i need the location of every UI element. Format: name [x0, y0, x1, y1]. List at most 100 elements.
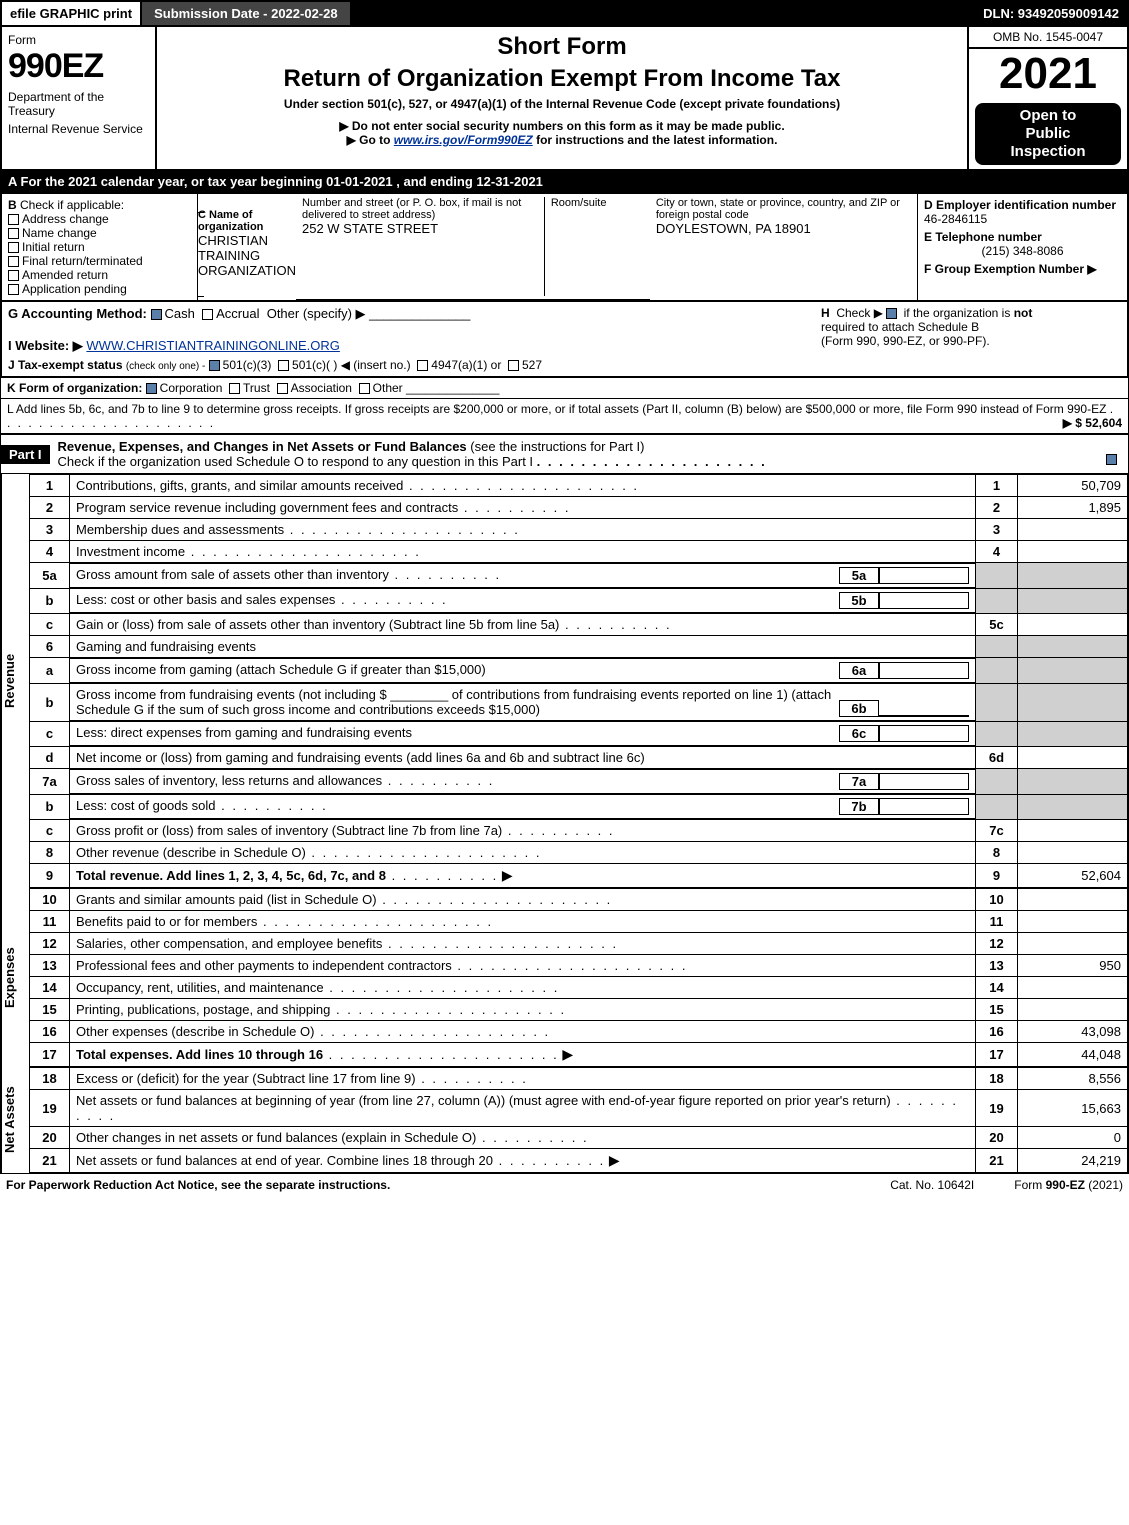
page-footer: For Paperwork Reduction Act Notice, see …: [0, 1173, 1129, 1196]
chk-amended-return[interactable]: [8, 270, 19, 281]
J-501c3: 501(c)(3): [223, 358, 272, 372]
footer-pra: For Paperwork Reduction Act Notice, see …: [6, 1178, 390, 1192]
part-1-header: Part I Revenue, Expenses, and Changes in…: [0, 434, 1129, 474]
part1-label: Part I: [1, 445, 50, 464]
chk-association[interactable]: [277, 383, 288, 394]
chk-cash[interactable]: [151, 309, 162, 320]
top-bar: efile GRAPHIC print Submission Date - 20…: [0, 0, 1129, 27]
efile-label: efile GRAPHIC print: [0, 0, 142, 27]
line-amt: 50,709: [1018, 475, 1128, 497]
org-street: 252 W STATE STREET: [302, 221, 544, 236]
form-id-block: Form 990EZ Department of the Treasury In…: [2, 27, 157, 169]
line-no: 1: [30, 475, 70, 497]
table-row: 7aGross sales of inventory, less returns…: [30, 769, 1128, 795]
G-cash: Cash: [165, 306, 195, 321]
C-city-label: City or town, state or province, country…: [656, 197, 911, 221]
table-row: 14Occupancy, rent, utilities, and mainte…: [30, 977, 1128, 999]
table-row: 1Contributions, gifts, grants, and simil…: [30, 475, 1128, 497]
dept-treasury: Department of the Treasury: [8, 90, 149, 118]
table-row: 16Other expenses (describe in Schedule O…: [30, 1021, 1128, 1043]
title-short: Short Form: [167, 33, 957, 61]
K-corp: Corporation: [160, 381, 223, 395]
table-row: 8Other revenue (describe in Schedule O)8: [30, 842, 1128, 864]
table-row: 15Printing, publications, postage, and s…: [30, 999, 1128, 1021]
chk-501c3[interactable]: [209, 360, 220, 371]
table-row: 21Net assets or fund balances at end of …: [30, 1149, 1128, 1173]
title-under: Under section 501(c), 527, or 4947(a)(1)…: [167, 97, 957, 111]
H-text4: (Form 990, 990-EZ, or 990-PF).: [821, 334, 990, 348]
footer-cat: Cat. No. 10642I: [890, 1178, 974, 1192]
tax-year: 2021: [969, 49, 1127, 99]
section-H: H Check ▶ if the organization is not req…: [811, 306, 1121, 372]
chk-application-pending[interactable]: [8, 284, 19, 295]
table-row: 13Professional fees and other payments t…: [30, 955, 1128, 977]
dept-irs: Internal Revenue Service: [8, 122, 149, 136]
H-text1: Check ▶: [836, 306, 883, 320]
chk-527[interactable]: [508, 360, 519, 371]
website-link[interactable]: WWW.CHRISTIANTRAININGONLINE.ORG: [86, 338, 340, 353]
chk-initial-return[interactable]: [8, 242, 19, 253]
org-name: CHRISTIAN TRAINING ORGANIZATION: [198, 233, 296, 278]
table-row: 4Investment income4: [30, 541, 1128, 563]
chk-schedO-part1[interactable]: [1106, 454, 1117, 465]
chk-4947[interactable]: [417, 360, 428, 371]
form-label: Form: [8, 33, 149, 47]
form-right-block: OMB No. 1545-0047 2021 Open to Public In…: [967, 27, 1127, 169]
chk-trust[interactable]: [229, 383, 240, 394]
table-row: bGross income from fundraising events (n…: [30, 683, 1128, 721]
B-amended: Amended return: [22, 268, 108, 282]
B-name: Name change: [22, 226, 97, 240]
chk-name-change[interactable]: [8, 228, 19, 239]
K-assoc: Association: [291, 381, 352, 395]
G-accrual: Accrual: [216, 306, 259, 321]
open3: Inspection: [975, 143, 1121, 161]
B-apppend: Application pending: [22, 282, 127, 296]
table-row: 19Net assets or fund balances at beginni…: [30, 1090, 1128, 1127]
table-row: dNet income or (loss) from gaming and fu…: [30, 747, 1128, 769]
netassets-table: 18Excess or (deficit) for the year (Subt…: [29, 1067, 1128, 1173]
chk-schedB-not-required[interactable]: [886, 308, 897, 319]
J-501c: 501(c)( ) ◀ (insert no.): [292, 358, 411, 372]
table-row: cGross profit or (loss) from sales of in…: [30, 820, 1128, 842]
goto-link[interactable]: www.irs.gov/Form990EZ: [394, 133, 533, 147]
table-row: 18Excess or (deficit) for the year (Subt…: [30, 1068, 1128, 1090]
section-B: B Check if applicable: Address change Na…: [2, 194, 197, 300]
revenue-label: Revenue: [1, 474, 29, 888]
chk-501c[interactable]: [278, 360, 289, 371]
table-row: 17Total expenses. Add lines 10 through 1…: [30, 1043, 1128, 1067]
line-G: G Accounting Method: Cash Accrual Other …: [8, 306, 811, 322]
D-ein-label: D Employer identification number: [924, 198, 1121, 212]
table-row: 3Membership dues and assessments3: [30, 519, 1128, 541]
goto-note: ▶ Go to www.irs.gov/Form990EZ for instru…: [167, 133, 957, 147]
H-text3: required to attach Schedule B: [821, 320, 979, 334]
expenses-table: 10Grants and similar amounts paid (list …: [29, 888, 1128, 1067]
line-A: A For the 2021 calendar year, or tax yea…: [0, 171, 1129, 194]
table-row: 6Gaming and fundraising events: [30, 636, 1128, 658]
part1-title: Revenue, Expenses, and Changes in Net As…: [50, 435, 1128, 473]
expenses-label: Expenses: [1, 888, 29, 1067]
chk-other-org[interactable]: [359, 383, 370, 394]
C-street-label: Number and street (or P. O. box, if mail…: [302, 197, 544, 221]
table-row: 20Other changes in net assets or fund ba…: [30, 1127, 1128, 1149]
expenses-section: Expenses 10Grants and similar amounts pa…: [0, 888, 1129, 1067]
table-row: 2Program service revenue including gover…: [30, 497, 1128, 519]
part1-check: Check if the organization used Schedule …: [58, 454, 534, 469]
omb-number: OMB No. 1545-0047: [969, 27, 1127, 49]
table-row: 9Total revenue. Add lines 1, 2, 3, 4, 5c…: [30, 864, 1128, 888]
chk-corporation[interactable]: [146, 383, 157, 394]
L-amount: ▶ $ 52,604: [1063, 416, 1122, 430]
E-phone-label: E Telephone number: [924, 230, 1121, 244]
C-name-label: C Name of organization: [198, 209, 263, 233]
chk-final-return[interactable]: [8, 256, 19, 267]
line-col: 1: [976, 475, 1018, 497]
table-row: aGross income from gaming (attach Schedu…: [30, 658, 1128, 684]
line-K: K Form of organization: Corporation Trus…: [0, 378, 1129, 399]
line-desc: Contributions, gifts, grants, and simila…: [70, 475, 976, 497]
table-row: 5aGross amount from sale of assets other…: [30, 563, 1128, 589]
line-L: L Add lines 5b, 6c, and 7b to line 9 to …: [0, 399, 1129, 434]
chk-accrual[interactable]: [202, 309, 213, 320]
chk-address-change[interactable]: [8, 214, 19, 225]
table-row: 10Grants and similar amounts paid (list …: [30, 889, 1128, 911]
open2: Public: [975, 125, 1121, 143]
J-note: (check only one) -: [126, 361, 205, 372]
